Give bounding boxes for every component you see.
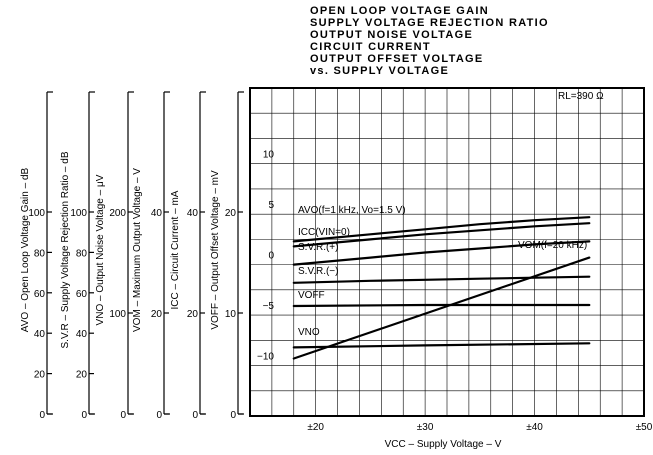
left-axis-label: S.V.R – Supply Voltage Rejection Ratio –… bbox=[60, 151, 71, 348]
title-line: OUTPUT NOISE VOLTAGE bbox=[310, 29, 473, 41]
left-axis-tick-label: 40 bbox=[34, 329, 46, 340]
series-line bbox=[292, 256, 591, 360]
x-axis-label: VCC – Supply Voltage – V bbox=[385, 439, 502, 450]
y-tick-label: −5 bbox=[263, 301, 275, 312]
left-axis-label: VOM – Maximum Output Voltage – V bbox=[132, 168, 143, 332]
left-axis-tick-label: 20 bbox=[76, 370, 88, 381]
left-axis-tick-label: 80 bbox=[76, 248, 88, 259]
series-lines bbox=[292, 216, 591, 360]
left-axis-tick-label: 20 bbox=[187, 309, 199, 320]
left-axis-tick-label: 0 bbox=[192, 410, 198, 421]
series-line bbox=[292, 240, 591, 266]
series-line bbox=[292, 303, 591, 308]
series-label: S.V.R.(−) bbox=[298, 266, 338, 277]
y-tick-label: 5 bbox=[268, 200, 274, 211]
x-tick-labels: ±20 ±30 ±40 ±50 bbox=[307, 422, 652, 433]
left-axis-tick-label: 0 bbox=[81, 410, 87, 421]
left-axis-tick-label: 100 bbox=[109, 309, 126, 320]
series-label: VOM(f=20 kHz) bbox=[518, 240, 587, 251]
left-axis-tick-label: 60 bbox=[76, 289, 88, 300]
left-axis-tick-label: 0 bbox=[120, 410, 126, 421]
y-tick-label: −10 bbox=[257, 351, 274, 362]
left-axis-tick-label: 60 bbox=[34, 289, 46, 300]
left-axis-tick-label: 80 bbox=[34, 248, 46, 259]
left-axis-tick-label: 0 bbox=[230, 410, 236, 421]
series-label: AVO(f=1 kHz, Vo=1.5 V) bbox=[298, 205, 406, 216]
series-line bbox=[292, 222, 591, 248]
series-label: ICC(VIN=0) bbox=[298, 227, 350, 238]
title-line: SUPPLY VOLTAGE REJECTION RATIO bbox=[310, 17, 549, 29]
y-tick-labels: 10 5 0 −5 −10 bbox=[257, 150, 274, 363]
title-line: vs. SUPPLY VOLTAGE bbox=[310, 65, 449, 77]
left-axis-label: AVO – Open Loop Voltage Gain – dB bbox=[20, 167, 31, 332]
title-line: OUTPUT OFFSET VOLTAGE bbox=[310, 53, 484, 65]
series-line bbox=[292, 342, 591, 349]
y-tick-label: 10 bbox=[263, 150, 275, 161]
plot-grid bbox=[249, 87, 645, 417]
series-label: VNO bbox=[298, 327, 320, 338]
left-axis-label: VNO – Output Noise Voltage – μV bbox=[95, 174, 106, 325]
left-axis-tick-label: 100 bbox=[70, 208, 87, 219]
x-tick-label: ±30 bbox=[417, 422, 434, 433]
left-axis-tick-label: 100 bbox=[28, 208, 45, 219]
x-tick-label: ±40 bbox=[526, 422, 543, 433]
corner-note: RL=390 Ω bbox=[558, 91, 604, 102]
x-tick-label: ±50 bbox=[636, 422, 653, 433]
left-axis-label: ICC – Circuit Current – mA bbox=[170, 190, 181, 309]
series-line bbox=[292, 275, 591, 284]
series-label: S.V.R.(+) bbox=[298, 242, 338, 253]
left-axis-tick-label: 20 bbox=[151, 309, 163, 320]
left-axis-tick-label: 20 bbox=[225, 208, 237, 219]
series-line bbox=[292, 216, 591, 243]
left-axis-tick-label: 0 bbox=[39, 410, 45, 421]
left-axis-tick-label: 10 bbox=[225, 309, 237, 320]
x-tick-label: ±20 bbox=[307, 422, 324, 433]
plot-frame bbox=[249, 87, 645, 417]
left-axis-tick-label: 40 bbox=[187, 208, 199, 219]
title-line: CIRCUIT CURRENT bbox=[310, 41, 431, 53]
title-line: OPEN LOOP VOLTAGE GAIN bbox=[310, 5, 489, 17]
left-axis-tick-label: 40 bbox=[151, 208, 163, 219]
left-axis-tick-label: 20 bbox=[34, 370, 46, 381]
left-axis-tick-label: 0 bbox=[156, 410, 162, 421]
y-tick-label: 0 bbox=[268, 251, 274, 262]
left-axis-tick-label: 200 bbox=[109, 208, 126, 219]
left-axis-label: VOFF – Output Offset Voltage – mV bbox=[210, 170, 221, 330]
series-labels: AVO(f=1 kHz, Vo=1.5 V) ICC(VIN=0) S.V.R.(+… bbox=[298, 205, 587, 338]
left-axis-tick-label: 40 bbox=[76, 329, 88, 340]
series-label: VOFF bbox=[298, 290, 325, 301]
